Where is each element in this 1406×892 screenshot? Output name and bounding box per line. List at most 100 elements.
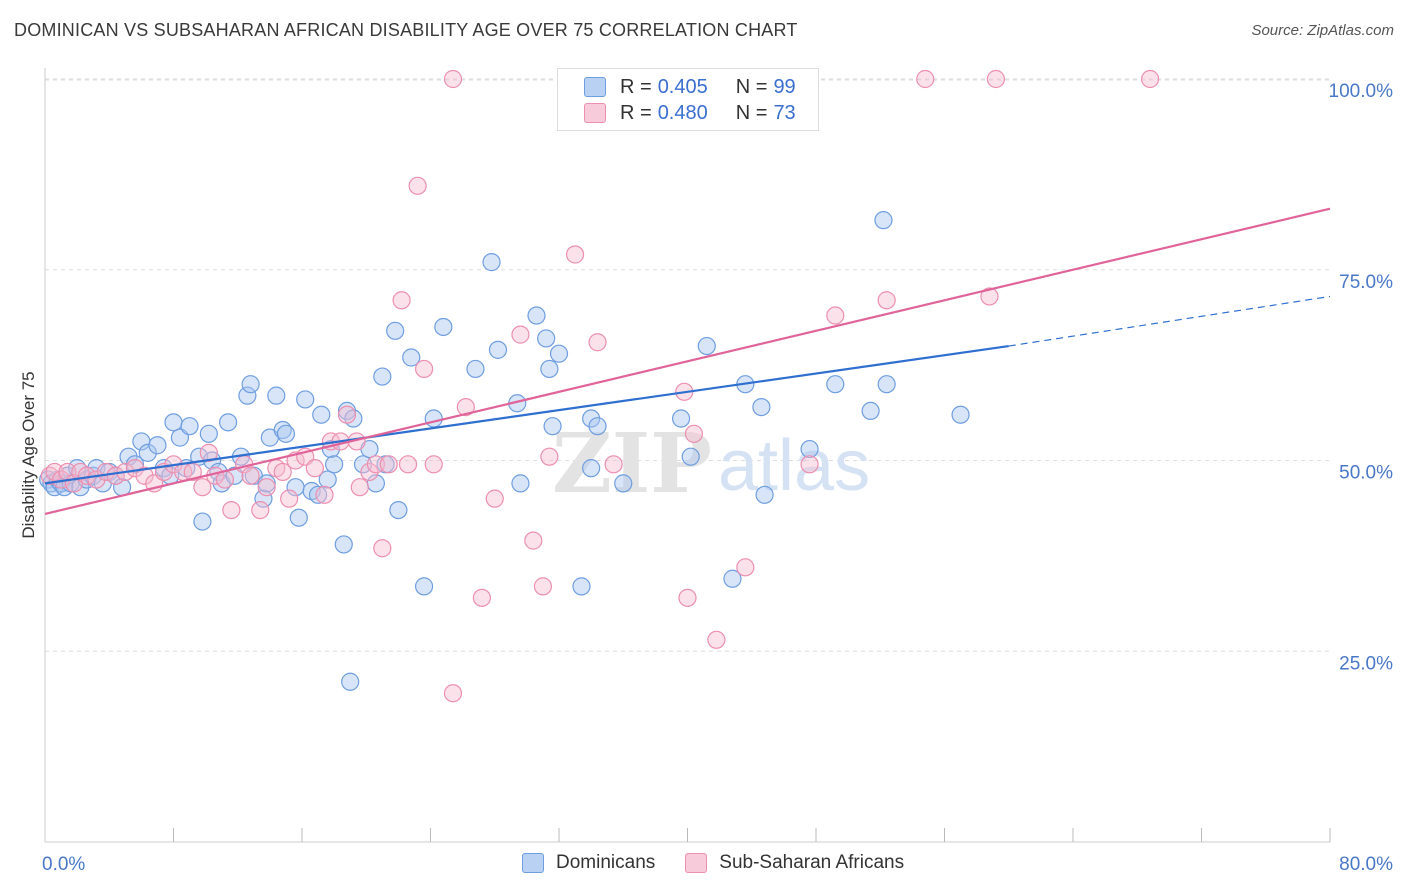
subsaharan-point [826,306,845,325]
subsaharan-point [45,462,64,482]
y-tick-label: 50.0% [1339,463,1393,484]
dominican-point [402,348,421,367]
subsaharan-point [337,405,357,424]
y-tick-label: 100.0% [1329,81,1394,102]
subsaharan-point [678,588,697,607]
dominican-point [289,508,308,527]
dominican-point [511,474,530,493]
dominican-point [540,359,559,379]
series-label-dominicans: Dominicans [556,852,656,873]
subsaharan-point [1140,69,1160,89]
subsaharan-point [183,462,202,482]
y-tick-label: 25.0% [1339,653,1393,674]
dominican-point [353,455,373,474]
dominican-point [254,489,273,508]
subsaharan-point [684,424,704,443]
subsaharan-point [472,588,491,607]
legend-n-value: 99 [773,75,796,98]
dominican-point [826,375,845,394]
subsaharan-point [379,455,398,474]
legend-swatch-dominicans [584,77,606,97]
subsaharan-point [877,291,896,310]
subsaharan-point [408,176,427,195]
dominican-point [527,306,546,325]
subsaharan-point [398,455,418,474]
series-legend: Dominicans Sub-Saharan Africans [522,852,934,874]
dominican-point [238,386,257,405]
dominican-point [219,413,238,432]
subsaharan-point [193,478,212,497]
dominican-point [671,409,691,428]
series-swatch-dominicans [522,853,544,873]
legend-r-label: R = [620,75,652,98]
dominican-point [257,474,276,493]
dominican-point [614,474,633,493]
dominican-point [318,470,337,489]
subsaharan-point [222,500,241,520]
dominican-point [241,375,260,394]
subsaharan-point [456,397,475,417]
dominican-point [414,577,434,596]
watermark-layer: ZIP atlas [552,416,870,512]
legend-row-subsaharan: R = 0.480 N = 73 [584,101,796,125]
dominican-point [312,405,331,424]
dominican-point [549,344,569,363]
legend-row-dominicans: R = 0.405 N = 99 [584,75,796,99]
dominican-point [434,317,453,337]
dominican-point [588,417,607,436]
dominican-point [308,485,328,504]
dominican-point [874,211,893,230]
dominican-point [389,500,408,520]
dominican-point [681,447,700,466]
subsaharan-point [199,443,218,462]
grid-layer [45,78,1330,652]
dominican-point [488,340,508,359]
subsaharan-point [604,455,623,474]
subsaharan-point [414,359,434,379]
series-legend-item-dominicans: Dominicans [522,852,655,874]
subsaharan-point [707,630,726,649]
legend-swatch-subsaharan [584,103,606,123]
dominican-point [325,455,344,474]
subsaharan-point [392,291,411,310]
x-tick-label: 80.0% [1339,854,1393,875]
subsaharan-trend-line [44,207,1331,515]
subsaharan-point [350,478,369,497]
subsaharan-point [366,455,385,474]
dominican-point [877,375,896,394]
dominican-trend-extension [1008,295,1331,347]
label-layer: 25.0% 50.0% 75.0% 100.0% 0.0% 80.0% Disability… [19,81,1393,875]
dominican-point [582,409,601,428]
subsaharan-point [916,69,935,89]
dominican-point [723,569,742,588]
dominican-point [267,386,286,405]
dominican-point [861,401,880,421]
subsaharan-point [360,462,379,482]
subsaharan-point [980,287,999,306]
x-tick-label: 0.0% [42,854,85,875]
dominican-point [572,577,591,596]
subsaharan-point [135,466,154,485]
subsaharan-point [424,455,443,474]
dominican-point [148,436,167,455]
legend-n-label: N = [735,75,768,98]
series-swatch-subsaharan [685,853,708,873]
subsaharan-point [241,466,260,485]
subsaharan-point [305,459,324,478]
subsaharan-point [106,466,125,485]
legend-n-label: N = [735,101,768,124]
dominican-point [537,329,556,348]
dominican-point [752,397,771,417]
y-tick-label: 75.0% [1339,272,1393,293]
dominican-point [951,405,970,424]
chart-title: DOMINICAN VS SUBSAHARAN AFRICAN DISABILI… [14,20,798,40]
subsaharan-point [565,245,585,264]
dominican-point [582,459,601,478]
y-axis-title: Disability Age Over 75 [19,371,38,538]
dominican-point [199,424,218,443]
dominican-point [755,485,774,504]
subsaharan-point [540,447,559,466]
dominican-point [543,417,562,436]
dominican-point [341,672,360,691]
